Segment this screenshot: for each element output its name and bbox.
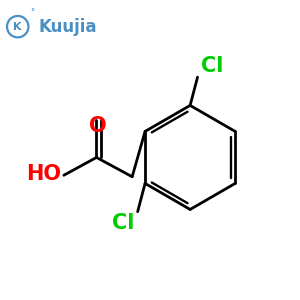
Text: K: K (14, 22, 22, 32)
Text: Cl: Cl (200, 56, 223, 76)
Text: O: O (89, 116, 107, 136)
Text: Cl: Cl (112, 213, 135, 233)
Text: HO: HO (26, 164, 61, 184)
Text: Kuujia: Kuujia (39, 18, 97, 36)
Text: °: ° (30, 8, 34, 17)
